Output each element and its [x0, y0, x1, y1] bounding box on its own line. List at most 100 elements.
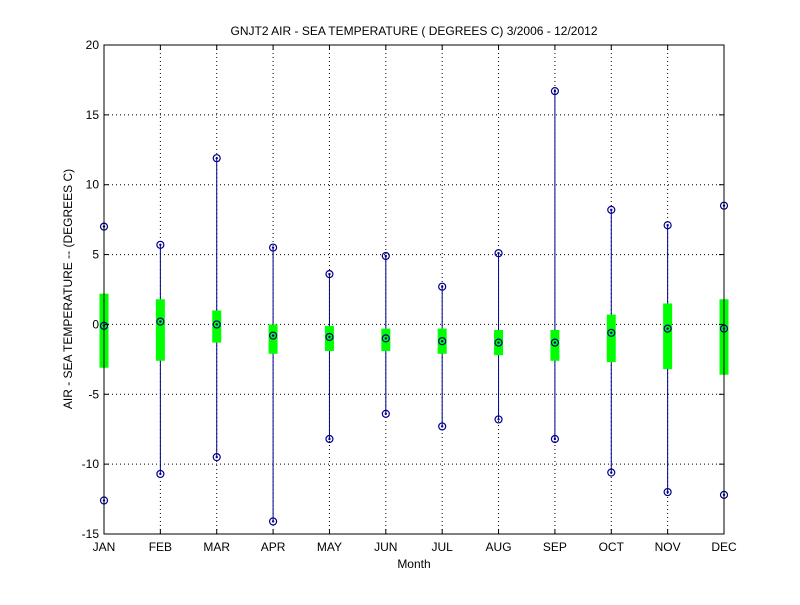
- y-tick-label: -15: [82, 527, 100, 541]
- median-marker: [663, 324, 672, 333]
- y-tick-label: -5: [88, 387, 99, 401]
- median-marker: [381, 334, 390, 343]
- iqr-box: [212, 310, 222, 343]
- x-tick-label: MAY: [317, 540, 342, 554]
- min-marker-dot: [271, 520, 275, 523]
- max-marker: [663, 221, 672, 230]
- median-marker: [325, 332, 334, 342]
- median-marker: [212, 320, 221, 329]
- max-marker-dot: [215, 156, 218, 160]
- min-marker-dot: [159, 472, 162, 476]
- box-mar: [212, 154, 222, 462]
- box-apr: [268, 243, 278, 526]
- median-marker: [268, 331, 278, 340]
- median-marker-dot: [271, 334, 275, 337]
- min-marker: [550, 434, 560, 444]
- x-tick-label: NOV: [655, 540, 681, 554]
- y-tick-label: 5: [92, 248, 99, 262]
- median-marker-dot: [553, 341, 557, 344]
- iqr-box: [324, 325, 334, 351]
- y-tick-label: 10: [86, 178, 100, 192]
- max-marker: [212, 154, 221, 163]
- iqr-box: [155, 299, 165, 361]
- min-marker: [325, 434, 334, 444]
- y-tick-label: 20: [86, 38, 100, 52]
- x-tick-label: JUN: [374, 540, 397, 554]
- min-marker-dot: [553, 437, 557, 441]
- min-marker: [607, 468, 616, 477]
- max-marker-dot: [497, 251, 500, 255]
- max-marker-dot: [610, 208, 613, 212]
- median-marker-dot: [384, 337, 388, 340]
- median-marker: [438, 337, 447, 346]
- box-jul: [437, 282, 447, 431]
- box-sep: [550, 87, 560, 444]
- max-marker-dot: [553, 89, 557, 93]
- min-marker: [381, 409, 390, 418]
- min-marker: [212, 453, 221, 462]
- y-tick-label: 0: [92, 317, 99, 331]
- x-tick-label: JAN: [93, 540, 116, 554]
- box-oct: [606, 205, 616, 477]
- x-tick-label: SEP: [543, 540, 567, 554]
- min-marker-dot: [610, 471, 613, 474]
- box-jun: [381, 251, 391, 418]
- box-may: [324, 270, 334, 444]
- median-marker-dot: [215, 323, 218, 326]
- min-marker: [663, 487, 672, 497]
- plot-frame: [103, 44, 725, 535]
- max-marker: [325, 270, 334, 279]
- box-feb: [155, 240, 165, 479]
- max-marker-dot: [159, 243, 162, 246]
- max-marker: [156, 240, 165, 249]
- y-tick-label: 15: [86, 108, 100, 122]
- x-tick-label: AUG: [486, 540, 512, 554]
- median-marker-dot: [497, 341, 500, 344]
- min-marker-dot: [666, 490, 669, 494]
- max-marker: [607, 205, 616, 214]
- median-marker-dot: [159, 320, 162, 323]
- iqr-box: [381, 328, 391, 351]
- iqr-box: [550, 330, 560, 361]
- median-marker: [156, 317, 165, 326]
- iqr-box: [663, 303, 673, 370]
- median-marker-dot: [328, 335, 331, 339]
- box-aug: [494, 249, 504, 424]
- x-tick-label: APR: [261, 540, 286, 554]
- plot-area: [104, 45, 724, 534]
- x-tick-label: OCT: [599, 540, 625, 554]
- median-marker-dot: [610, 331, 613, 335]
- min-marker-dot: [384, 412, 388, 416]
- min-marker-dot: [328, 437, 331, 441]
- median-marker-dot: [666, 327, 669, 330]
- max-marker: [550, 87, 560, 96]
- min-marker: [438, 422, 447, 431]
- iqr-box: [606, 314, 616, 363]
- median-marker: [607, 328, 616, 337]
- max-marker: [438, 282, 447, 291]
- max-marker-dot: [271, 246, 275, 249]
- min-marker: [494, 415, 503, 424]
- max-marker: [494, 249, 503, 258]
- max-marker-dot: [440, 285, 444, 288]
- x-tick-label: MAR: [203, 540, 230, 554]
- box-nov: [663, 221, 673, 497]
- min-marker-dot: [497, 418, 500, 421]
- max-marker: [268, 243, 278, 252]
- median-marker-dot: [440, 339, 444, 343]
- y-tick-label: -10: [82, 457, 100, 471]
- x-tick-label: DEC: [711, 540, 737, 554]
- chart-title: GNJT2 AIR - SEA TEMPERATURE ( DEGREES C)…: [230, 24, 597, 38]
- y-axis-label: AIR - SEA TEMPERATURE -- (DEGREES C): [61, 169, 75, 409]
- max-marker-dot: [666, 224, 669, 227]
- axis-ticks: -15 -10 -5 0 5 10 15 20 JAN FEB MAR APR MAY JUN JUL AUG…: [82, 38, 737, 554]
- x-tick-label: FEB: [149, 540, 172, 554]
- max-marker-dot: [384, 254, 388, 258]
- min-marker-dot: [215, 455, 218, 459]
- x-tick-label: JUL: [432, 540, 454, 554]
- median-marker: [494, 338, 503, 347]
- median-marker: [550, 338, 560, 347]
- min-marker: [268, 517, 278, 526]
